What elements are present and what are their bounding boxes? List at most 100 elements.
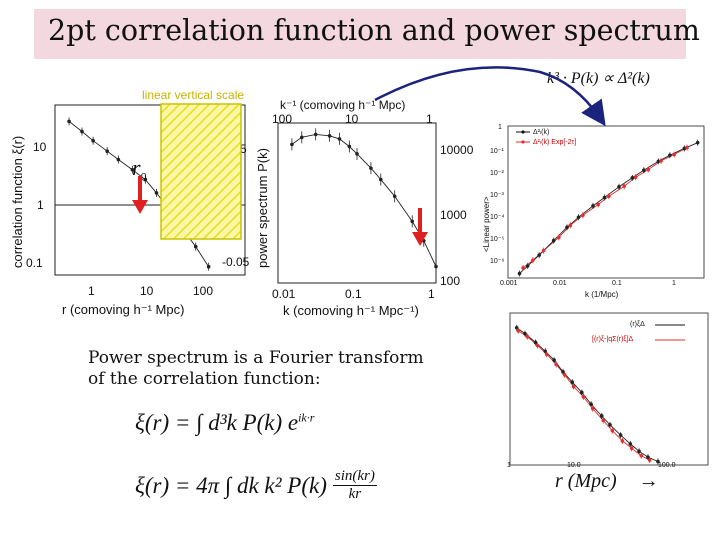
corr-xtick-100: 100 [193,284,214,298]
corr-point [154,191,159,195]
corr-y2tick-neg: -0.05 [222,255,250,269]
lp-red-point [581,213,585,218]
linpower-legend-2: Δ²ₗ(k) Exp[-2τ] [533,139,577,146]
power-ytick-10000: 10000 [440,143,474,157]
pk-point [299,135,304,140]
xr-red-point [610,428,615,433]
power-plot-frame [277,122,437,284]
corr-point [80,129,84,134]
body-text: Power spectrum is a Fourier transform of… [88,348,448,390]
lp-red-point [672,152,677,157]
lp-black-point [591,204,595,208]
lp-red-point [568,223,573,228]
lp-red-point [557,235,561,240]
r0-label: r0 [132,155,147,184]
xi-legend-2: [(r)ξ-|qΣ(r)ξ]Δ [592,336,634,343]
lp-xtick-001: 0.01 [553,280,567,287]
xr-black-point [656,459,660,464]
power-ylabel: power spectrum P(k) [255,148,270,268]
xr-red-point [535,343,540,348]
xr-black-point [552,358,556,362]
xr-red-point [525,334,530,339]
linear-power-chart [507,125,705,279]
xr-red-point [562,373,567,377]
lp-red-point [622,184,626,189]
pk-point [355,152,359,156]
linpower-points [517,139,700,277]
equation-2-fraction: sin(kr) kr [332,468,377,503]
lp-black-point [537,253,541,257]
r0-sub: 0 [140,169,147,184]
xr-black-point [628,442,633,446]
linpower-ylabel: <Linear power> [482,196,491,252]
pk-point [378,177,383,182]
equation-2-numerator: sin(kr) [332,468,377,486]
xi-axis-caption: r (Mpc) → [555,470,659,493]
xr-red-point [639,453,644,458]
red-arrow-right [412,208,428,246]
xr-red-point [554,362,559,367]
xr-black-point [570,380,575,384]
lp-ytick-3: 10⁻³ [490,192,504,199]
lp-xtick-0001: 0.001 [500,280,518,287]
corr-ytick-1: 1 [37,198,44,212]
pk-point [347,144,352,149]
equation-2-lhs: ξ(r) = 4π ∫ dk k² P(k) [135,472,327,498]
pk-point [434,264,438,269]
body-text-line2: of the correlation function: [88,369,321,389]
legend-marker-black [521,130,525,134]
lp-red-point [633,175,638,180]
xi-axis-caption-text: r (Mpc) [555,470,617,492]
lp-black-point [602,195,607,200]
equation-1-exponent: ik·r [298,410,315,425]
pk-point [327,134,332,138]
corr-point [143,177,148,182]
xi-xtick-100: 100.0 [658,462,676,469]
corr-xtick-1: 1 [88,284,95,298]
lp-black-point [695,140,700,145]
xr-black-point [580,390,584,395]
title-background [34,9,686,59]
linear-scale-label: linear vertical scale [142,88,245,102]
lp-red-point [685,145,689,150]
lp-xtick-01: 0.1 [612,280,622,287]
xr-red-point [581,395,586,399]
power-ytick-1000: 1000 [440,208,467,222]
linpower-legend-1: Δ²ₗ(k) [533,129,550,136]
xi-xtick-10: 10.0 [567,462,581,469]
xr-black-point [514,325,519,330]
equation-1-main: ξ(r) = ∫ d³k P(k) e [135,410,299,435]
lp-ytick-4: 10⁻⁴ [490,214,505,221]
legend-marker-red [521,140,525,144]
power-x2tick-10: 10 [345,112,359,126]
lp-ytick-5: 10⁻⁵ [490,236,505,243]
relation-formula: k³ · P(k) ∝ Δ²(k) [547,70,650,87]
xr-red-point [544,352,549,357]
corr-point [91,138,95,143]
lp-black-point [565,225,569,230]
power-points [290,128,438,273]
xr-red-point [620,439,625,443]
lp-ytick-6: 10⁻⁶ [490,258,505,265]
power-xlabel: k (comoving h⁻¹ Mpc⁻¹) [283,303,419,318]
lp-black-point [656,159,661,164]
equation-2: ξ(r) = 4π ∫ dk k² P(k) sin(kr) kr [135,468,377,503]
linear-scale-highlight [160,103,242,240]
lp-red-point [659,159,663,163]
pk-point [337,137,342,141]
correlation-ylabel: correlation function ξ(r) [10,135,25,268]
corr-point [206,264,211,269]
lp-black-point [630,176,635,180]
xr-red-point [590,406,595,411]
lp-black-point [617,184,621,189]
power-xtick-1: 1 [428,287,435,301]
xr-black-point [608,422,612,427]
xr-red-point [571,384,576,389]
lp-red-point [531,258,535,263]
red-arrow-left [132,176,148,214]
xr-red-point [516,328,521,333]
xr-black-point [561,370,565,374]
corr-point [130,167,135,172]
corr-ytick-10: 10 [33,140,47,154]
